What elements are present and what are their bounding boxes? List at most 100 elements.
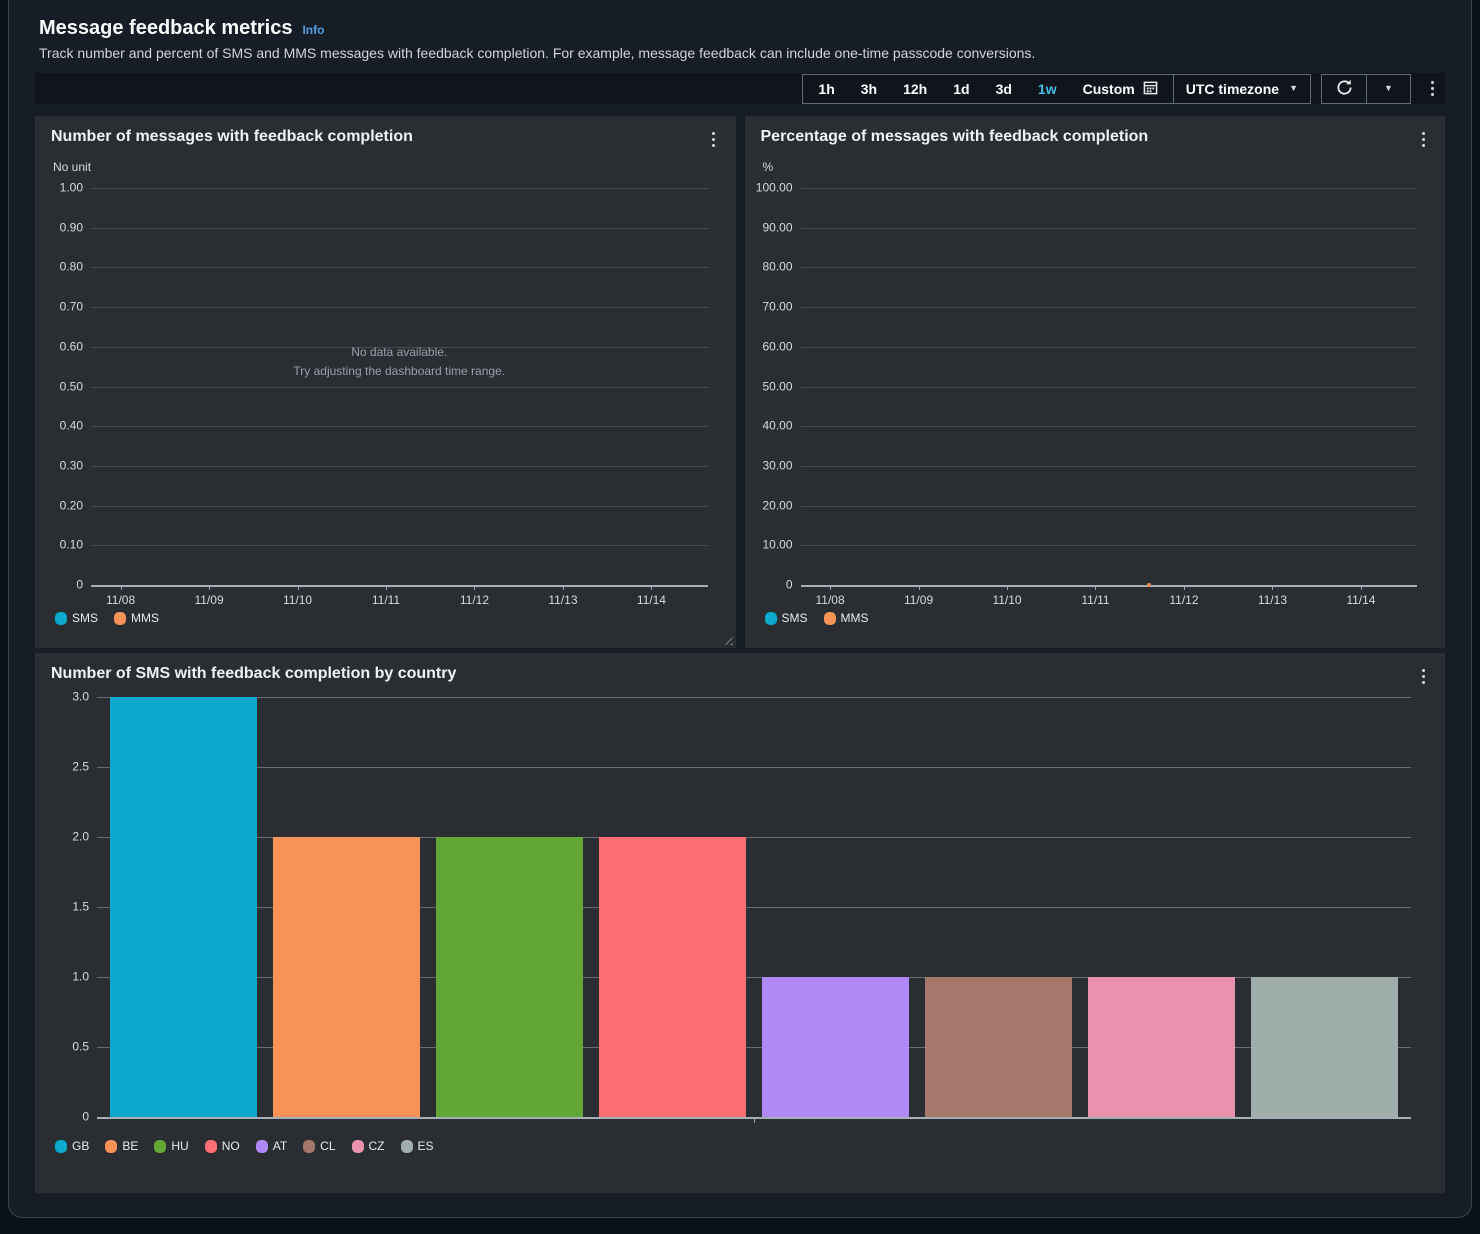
bar-CL[interactable] — [925, 977, 1072, 1117]
x-tick-mark — [754, 1117, 755, 1123]
x-tick-label: 11/10 — [282, 593, 313, 607]
gridline — [91, 545, 708, 547]
panel-number-of-messages: Number of messages with feedback complet… — [35, 116, 736, 648]
x-axis-line — [91, 585, 708, 587]
y-tick-label: 20.00 — [762, 497, 793, 512]
legend-item-AT[interactable]: AT — [255, 1139, 287, 1153]
x-tick-mark — [1007, 585, 1009, 590]
dashboard-menu-button[interactable] — [1421, 74, 1443, 104]
legend-item-ES[interactable]: ES — [400, 1139, 434, 1153]
legend-item-SMS[interactable]: SMS — [55, 611, 98, 625]
x-tick-label: 11/14 — [636, 593, 666, 607]
legend-label: CZ — [368, 1139, 385, 1153]
info-link[interactable]: Info — [302, 23, 325, 37]
gridline — [91, 426, 708, 428]
legend-label: CL — [320, 1139, 336, 1153]
x-tick-mark — [830, 585, 832, 590]
x-tick-mark — [1360, 585, 1362, 590]
gridline — [97, 907, 1411, 908]
legend-item-HU[interactable]: HU — [154, 1139, 189, 1153]
legend-item-MMS[interactable]: MMS — [823, 611, 869, 625]
legend-item-BE[interactable]: BE — [105, 1139, 138, 1153]
y-tick-label: 50.00 — [762, 378, 793, 393]
gridline — [800, 465, 1417, 467]
x-tick-mark — [385, 585, 387, 590]
x-tick-mark — [120, 585, 122, 590]
data-point-MMS[interactable] — [1147, 583, 1152, 587]
time-range-button-3d[interactable]: 3d — [983, 75, 1025, 103]
legend-swatch — [823, 611, 836, 625]
time-range-button-1w[interactable]: 1w — [1025, 75, 1070, 103]
plot-area[interactable]: 100.00 90.00 80.00 70.00 60.00 50.00 40.00 30.0… — [756, 180, 1417, 607]
legend-item-CZ[interactable]: CZ — [351, 1139, 385, 1153]
legend-label: NO — [221, 1139, 240, 1153]
gridline — [800, 227, 1417, 229]
legend-swatch — [764, 611, 777, 625]
refresh-options-button[interactable]: ▼ — [1366, 74, 1410, 103]
panel-menu-button[interactable] — [1411, 665, 1435, 687]
gridline — [800, 505, 1417, 507]
refresh-icon — [1336, 79, 1353, 99]
x-axis-line — [800, 585, 1417, 587]
legend-item-NO[interactable]: NO — [204, 1139, 240, 1153]
kebab-menu-icon — [1421, 137, 1425, 141]
refresh-button[interactable] — [1322, 75, 1366, 103]
time-range-button-12h[interactable]: 12h — [890, 75, 940, 103]
time-range-button-1h[interactable]: 1h — [805, 75, 847, 103]
no-data-line1: No data available. — [351, 344, 448, 359]
gridline — [91, 386, 708, 388]
plot-area[interactable]: 3.0 2.5 2.0 1.5 1.0 0.5 0 — [72, 689, 1411, 1123]
bar-GB[interactable] — [110, 697, 257, 1117]
gridline — [91, 346, 708, 348]
legend-swatch — [400, 1139, 413, 1153]
legend-item-CL[interactable]: CL — [303, 1139, 336, 1153]
y-tick-label: 0.40 — [59, 418, 83, 433]
bar-ES[interactable] — [1251, 977, 1398, 1117]
x-tick-label: 11/14 — [1346, 593, 1376, 607]
bar-HU[interactable] — [436, 837, 583, 1117]
legend-item-GB[interactable]: GB — [55, 1139, 89, 1153]
legend-swatch — [351, 1139, 364, 1153]
line-chart-percentage-of-messages: % 100.00 90.00 80.00 70.00 60.00 50.00 40.00 30.… — [756, 160, 1422, 625]
x-tick-label: 11/12 — [1169, 593, 1199, 607]
chart-legend: GB BE HU NO AT CL CZ ES — [55, 1139, 1421, 1153]
timezone-select[interactable]: UTC timezone ▼ — [1172, 73, 1311, 104]
panel-menu-button[interactable] — [1411, 128, 1435, 150]
time-range-button-1d[interactable]: 1d — [940, 75, 982, 103]
panel-menu-button[interactable] — [702, 128, 726, 150]
bar-AT[interactable] — [762, 977, 909, 1117]
plot-area[interactable]: 1.00 0.90 0.80 0.70 0.60 0.50 0.40 0.30 0.20 0.10… — [60, 180, 708, 607]
gridline — [91, 307, 708, 309]
custom-range-button[interactable]: Custom — [1070, 75, 1171, 103]
bar-NO[interactable] — [599, 837, 746, 1117]
x-tick-mark — [1095, 585, 1097, 590]
x-tick-label: 11/13 — [548, 593, 578, 607]
legend-label: ES — [417, 1139, 434, 1153]
y-tick-label: 70.00 — [762, 299, 793, 314]
y-tick-label: 1.5 — [72, 899, 89, 914]
legend-item-SMS[interactable]: SMS — [764, 611, 808, 625]
panel-title: Percentage of messages with feedback com… — [760, 128, 1149, 145]
line-chart-number-of-messages: No unit 1.00 0.90 0.80 0.70 0.60 0.50 0.40 0.30 0… — [51, 160, 712, 625]
y-tick-label: 0 — [76, 577, 83, 592]
y-tick-label: 90.00 — [762, 219, 793, 234]
time-range-button-3h[interactable]: 3h — [848, 75, 890, 103]
y-tick-label: 0.60 — [59, 339, 83, 354]
kebab-menu-icon — [1421, 674, 1425, 678]
custom-range-label: Custom — [1082, 80, 1135, 97]
resize-handle-icon[interactable] — [720, 633, 733, 645]
gridline — [800, 386, 1417, 388]
bar-BE[interactable] — [273, 837, 420, 1117]
legend-item-MMS[interactable]: MMS — [114, 611, 159, 625]
gridline — [91, 227, 708, 229]
gridline — [97, 1047, 1411, 1048]
x-tick-label: 11/12 — [459, 593, 490, 607]
y-tick-label: 0.50 — [59, 378, 83, 393]
legend-swatch — [114, 611, 127, 625]
gridline — [800, 307, 1417, 309]
no-data-line2: Try adjusting the dashboard time range. — [293, 364, 506, 379]
bar-CZ[interactable] — [1088, 977, 1235, 1117]
legend-swatch — [55, 611, 67, 625]
dashboard-panels: Number of messages with feedback complet… — [35, 116, 1445, 1193]
y-tick-label: 0.90 — [59, 219, 83, 234]
